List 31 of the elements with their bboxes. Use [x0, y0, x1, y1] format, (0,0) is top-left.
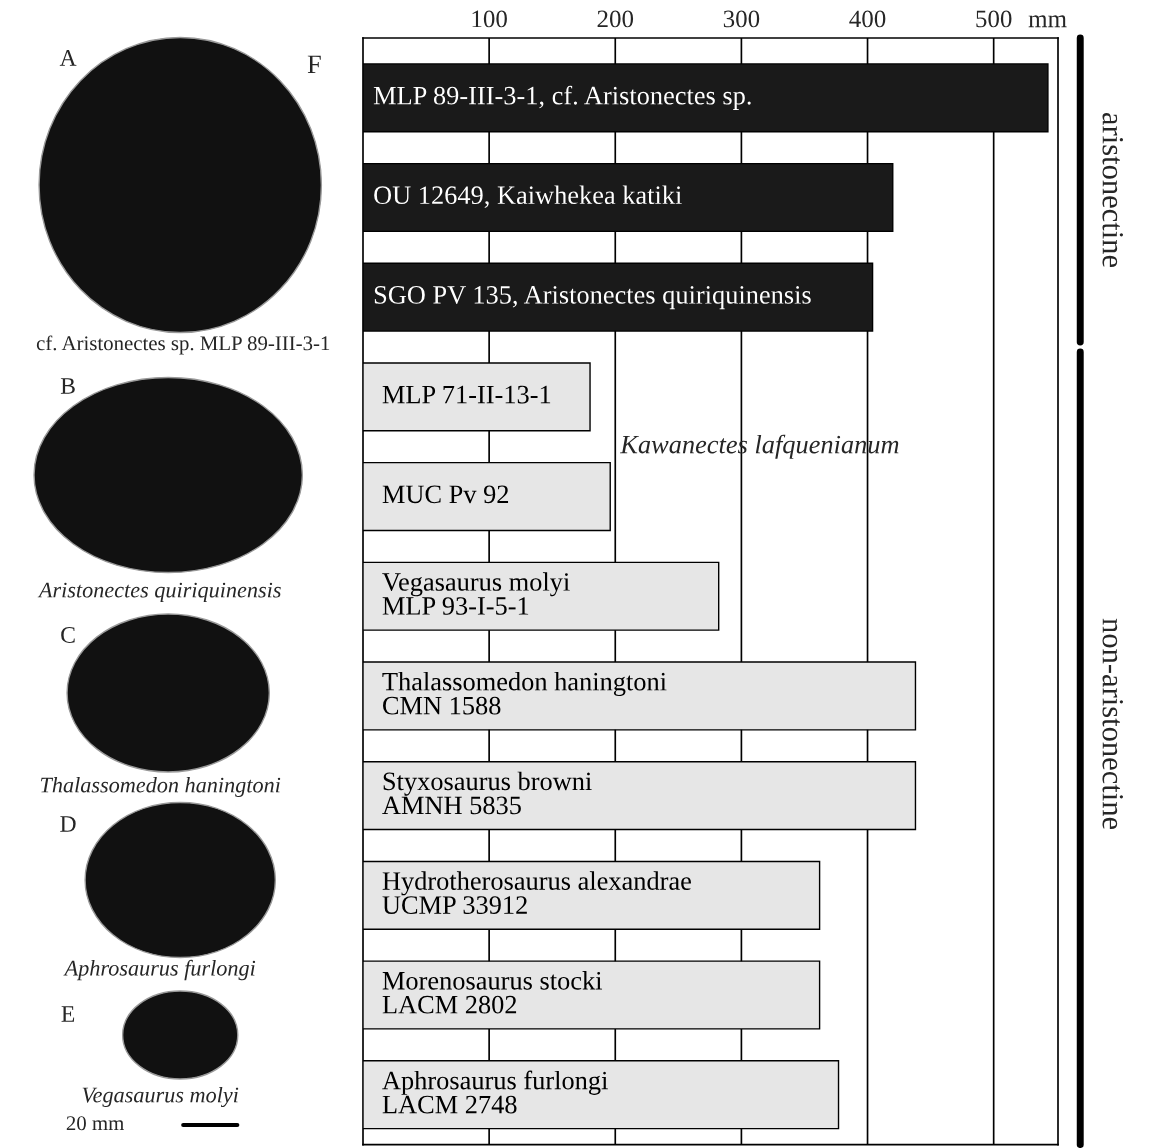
y-tick-label: MLP 89-III-3-1, cf. Aristonectes sp.: [373, 85, 751, 110]
text: F: [307, 55, 321, 73]
text: C: [61, 627, 75, 643]
y-tick-label: Aphrosaurus furlongi LACM 2748: [382, 1070, 608, 1114]
text: Aphrosaurus furlongi: [63, 959, 256, 981]
x-tick-label: 100: [472, 10, 507, 28]
text: cf. Aristonectes sp. MLP 89-III-3-1: [36, 335, 330, 355]
text: D: [60, 816, 76, 832]
y-tick-label: MLP 71-II-13-1: [382, 385, 551, 404]
y-tick-label: Morenosaurus stocki LACM 2802: [382, 971, 603, 1014]
x-tick-label: 300: [723, 10, 760, 28]
text: Thalassomedon haningtoni: [40, 776, 281, 798]
y-tick-label: Hydrotherosaurus alexandrae UCMP 33912: [382, 871, 691, 914]
text: aristonectine: [1102, 113, 1124, 268]
text: A: [59, 50, 77, 66]
y-tick-label: SGO PV 135, Aristonectes quiriquinensis: [374, 286, 811, 310]
text: Aristonectes quiriquinensis: [37, 582, 281, 603]
x-tick-label: 500: [976, 10, 1012, 28]
text: Vegasaurus molyi: [82, 1086, 239, 1108]
y-tick-label: Vegasaurus molyi MLP 93-I-5-1: [382, 572, 570, 615]
text: non-aristonectine: [1102, 618, 1124, 830]
text: E: [61, 1006, 75, 1022]
x-tick-label: 200: [597, 10, 634, 28]
text: B: [60, 378, 75, 394]
y-tick-label: MUC Pv 92: [382, 485, 509, 504]
text: 20 mm: [66, 1116, 125, 1131]
y-tick-label: OU 12649, Kaiwhekea katiki: [374, 185, 682, 208]
y-tick-label: Thalassomedon haningtoni CMN 1588: [382, 671, 667, 715]
x-tick-label: 400: [849, 10, 886, 28]
x-axis-title: mm: [1028, 15, 1067, 28]
y-tick-label: Styxosaurus browni AMNH 5835: [382, 771, 592, 815]
